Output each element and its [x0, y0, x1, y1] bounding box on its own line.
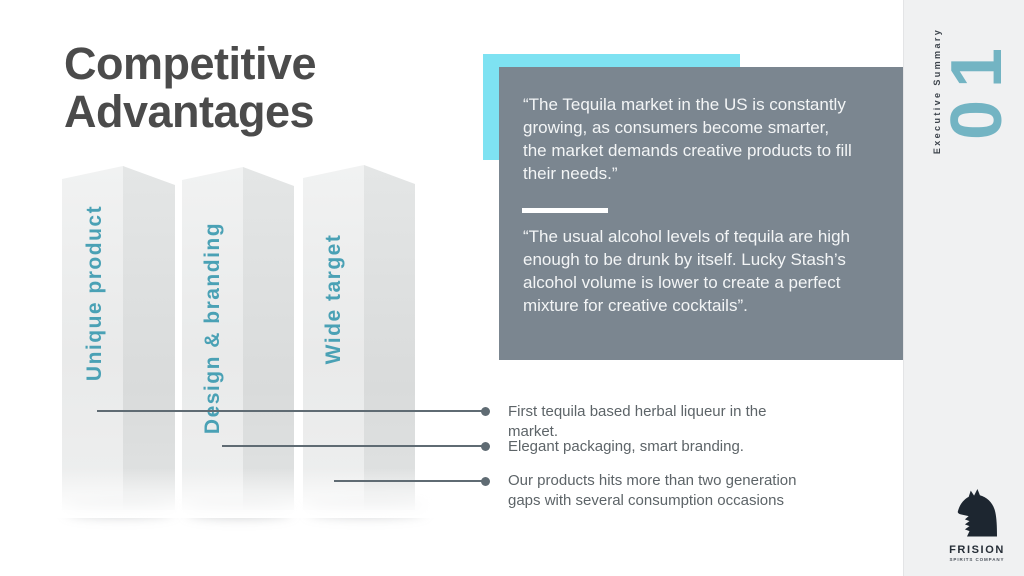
bullet-first-tequila: First tequila based herbal liqueur in th…	[508, 403, 767, 440]
pillar-3-side-face	[364, 165, 415, 510]
sidebar	[903, 0, 1024, 576]
bullet-generations: Our products hits more than two generati…	[508, 472, 797, 509]
pillar-label-design-branding: Design & branding	[201, 221, 224, 435]
knight-chess-icon	[939, 486, 1015, 542]
bullet-packaging: Elegant packaging, smart branding.	[508, 438, 744, 455]
pillar-2-front-face	[182, 167, 243, 510]
quote-box: “The Tequila market in the US is constan…	[499, 67, 903, 360]
pillar-3-front-face	[303, 165, 364, 510]
logo-tagline: SPIRITS COMPANY	[949, 557, 1005, 562]
quote-alcohol-level: “The usual alcohol levels of tequila are…	[523, 227, 850, 315]
connector-line-2	[222, 441, 490, 451]
pillar-label-unique-product: Unique product	[83, 204, 106, 382]
company-logo: FRISION SPIRITS COMPANY	[939, 486, 1015, 562]
pillar-bottom-fade	[50, 468, 450, 518]
connector-line-1	[97, 406, 490, 416]
quote-market-growth: “The Tequila market in the US is constan…	[523, 95, 852, 183]
pillar-1-front-face	[62, 166, 123, 510]
page-title: Competitive Advantages	[64, 38, 317, 137]
pillar-label-wide-target: Wide target	[322, 233, 345, 365]
logo-name: FRISION	[949, 544, 1005, 556]
pillar-2-side-face	[243, 167, 294, 510]
section-number: 01	[937, 35, 1017, 141]
connector-line-3	[334, 476, 490, 486]
pillar-1-side-face	[123, 166, 175, 510]
quote-divider	[522, 208, 608, 213]
